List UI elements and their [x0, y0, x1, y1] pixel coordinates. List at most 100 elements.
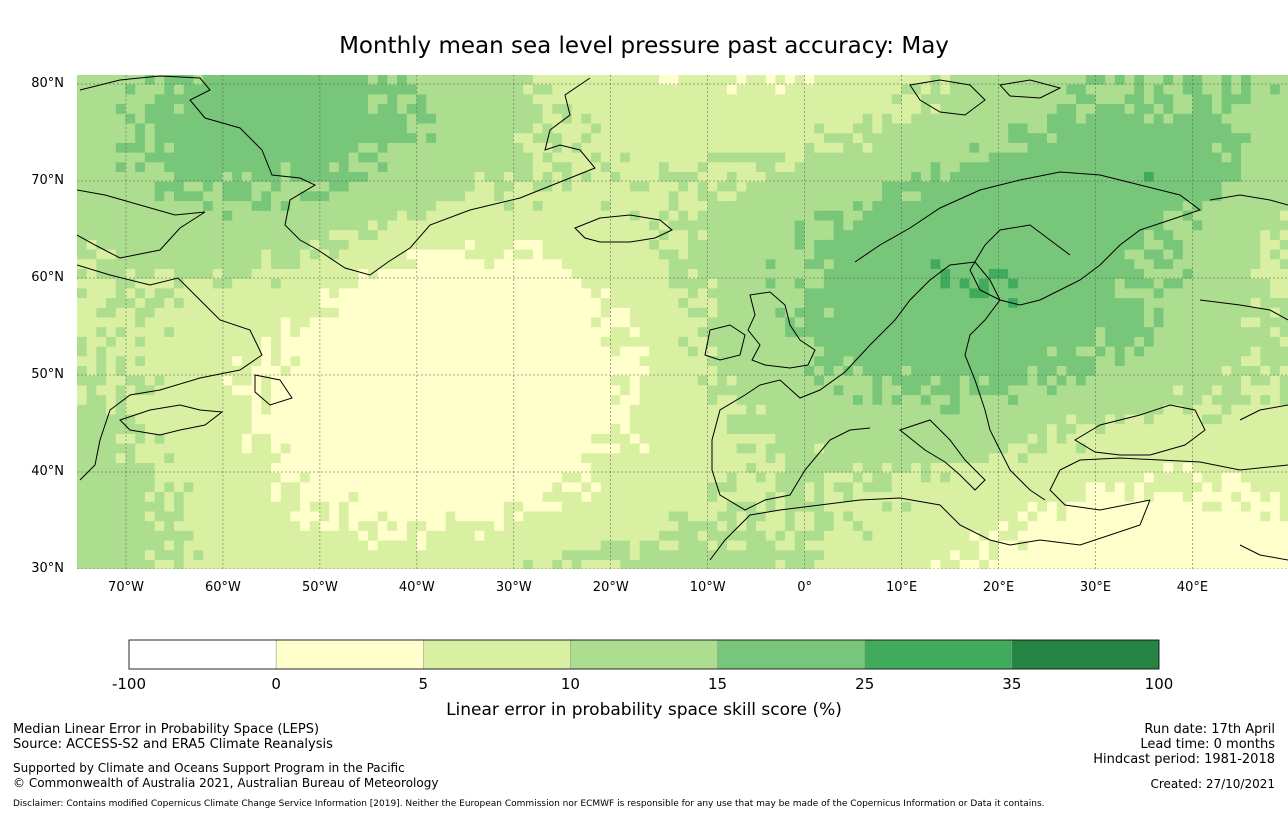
skill-cell [765, 288, 776, 299]
skill-cell [1202, 113, 1213, 124]
skill-cell [1221, 133, 1232, 144]
skill-cell [358, 75, 369, 86]
skill-cell [174, 152, 185, 163]
skill-cell [639, 230, 650, 241]
skill-cell [940, 181, 951, 192]
skill-cell [1124, 94, 1135, 105]
skill-cell [988, 288, 999, 299]
skill-cell [1211, 104, 1223, 115]
skill-cell [1182, 395, 1193, 406]
skill-cell [707, 220, 718, 231]
skill-cell [532, 424, 544, 435]
skill-cell [290, 336, 301, 348]
skill-cell [998, 385, 1009, 396]
skill-cell [523, 366, 534, 377]
skill-cell [377, 210, 388, 221]
skill-cell [532, 152, 544, 163]
skill-cell [668, 249, 679, 260]
skill-cell [203, 249, 214, 260]
skill-cell [135, 453, 146, 464]
skill-cell [969, 404, 980, 415]
skill-cell [1008, 239, 1019, 251]
skill-cell [1056, 356, 1067, 367]
skill-cell [300, 123, 311, 134]
skill-cell [86, 327, 97, 338]
skill-cell [581, 181, 592, 192]
skill-cell [891, 94, 902, 105]
skill-cell [1134, 142, 1145, 154]
skill-cell [212, 278, 223, 289]
skill-cell [397, 404, 408, 415]
skill-cell [1260, 424, 1271, 435]
skill-cell [1221, 414, 1232, 425]
skill-cell [387, 123, 398, 134]
skill-cell [1173, 356, 1184, 367]
skill-cell [348, 336, 359, 348]
skill-cell [309, 269, 320, 280]
skill-cell [969, 210, 980, 221]
skill-cell [106, 84, 117, 95]
skill-cell [1085, 142, 1096, 154]
skill-cell [280, 356, 291, 367]
skill-cell [251, 220, 262, 231]
skill-cell [106, 142, 117, 154]
skill-cell [901, 453, 912, 464]
skill-cell [154, 162, 165, 173]
skill-cell [465, 317, 476, 328]
skill-cell [726, 288, 738, 299]
skill-cell [862, 317, 873, 328]
skill-cell [174, 239, 185, 251]
skill-cell [280, 123, 291, 134]
skill-cell [872, 94, 883, 105]
skill-cell [368, 133, 379, 144]
skill-cell [523, 424, 534, 435]
skill-cell [397, 288, 408, 299]
skill-cell [1076, 307, 1087, 318]
skill-cell [348, 443, 359, 454]
skill-cell [1124, 288, 1135, 299]
skill-cell [571, 133, 582, 144]
skill-cell [1270, 94, 1281, 105]
skill-cell [1124, 133, 1135, 144]
skill-cell [940, 230, 951, 241]
skill-cell [1279, 123, 1288, 134]
skill-cell [484, 278, 495, 289]
skill-cell [1008, 142, 1019, 154]
skill-cell [144, 201, 156, 212]
skill-cell [1250, 346, 1261, 357]
skill-cell [183, 414, 194, 425]
skill-cell [1250, 181, 1261, 192]
skill-cell [911, 191, 922, 202]
skill-cell [222, 259, 233, 270]
skill-cell [406, 395, 417, 406]
skill-cell [959, 424, 970, 435]
skill-cell [726, 220, 738, 231]
skill-cell [251, 443, 262, 454]
skill-cell [911, 142, 922, 154]
skill-cell [920, 356, 932, 367]
skill-cell [1056, 201, 1067, 212]
skill-cell [368, 75, 379, 86]
skill-cell [368, 162, 379, 173]
skill-cell [241, 152, 253, 163]
skill-cell [862, 210, 873, 221]
skill-cell [261, 133, 272, 144]
skill-cell [387, 181, 398, 192]
skill-cell [474, 75, 485, 86]
skill-cell [746, 210, 757, 221]
skill-cell [203, 298, 214, 309]
skill-cell [756, 453, 767, 464]
skill-cell [241, 298, 253, 309]
skill-cell [1250, 259, 1261, 270]
skill-cell [649, 230, 660, 241]
skill-cell [164, 75, 175, 86]
skill-cell [823, 269, 835, 280]
skill-cell [329, 307, 340, 318]
skill-cell [1027, 443, 1038, 454]
skill-cell [77, 123, 88, 134]
skill-cell [571, 278, 582, 289]
skill-cell [280, 366, 291, 377]
skill-cell [1231, 288, 1242, 299]
skill-cell [843, 220, 854, 231]
skill-cell [1221, 356, 1232, 367]
